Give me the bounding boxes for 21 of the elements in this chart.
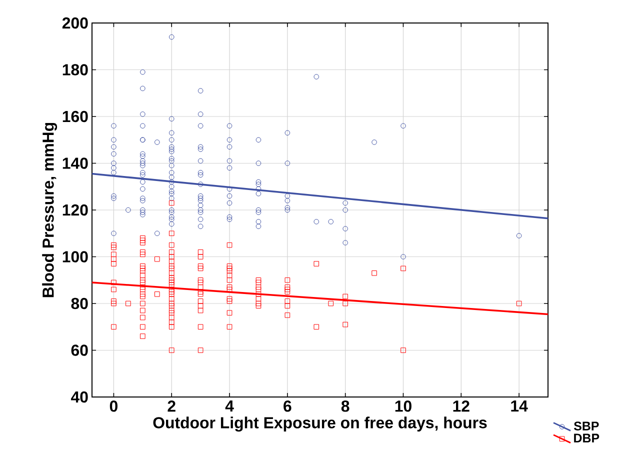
x-tick-label: 2	[168, 400, 176, 412]
y-tick-label: 60	[71, 344, 88, 356]
y-tick-label: 180	[62, 64, 88, 76]
x-tick-label: 4	[225, 400, 234, 412]
x-tick-label: 10	[395, 400, 412, 412]
x-tick-label: 0	[110, 400, 118, 412]
x-axis-title: Outdoor Light Exposure on free days, hours	[153, 416, 487, 432]
y-tick-label: 40	[70, 391, 88, 403]
y-tick-label: 100	[62, 251, 88, 262]
y-tick-label: 120	[62, 204, 88, 216]
y-tick-label: 160	[62, 110, 88, 122]
x-tick-label: 6	[284, 400, 292, 412]
y-tick-label: 80	[71, 298, 88, 310]
y-tick-label: 140	[62, 158, 88, 169]
legend-label: DBP	[574, 434, 600, 442]
y-axis-title: Blood Pressure, mmHg	[42, 122, 58, 298]
x-tick-label: 8	[341, 400, 350, 412]
y-tick-label: 200	[62, 17, 88, 29]
x-tick-label: 12	[453, 400, 470, 412]
legend-label: SBP	[574, 422, 599, 430]
x-tick-label: 14	[511, 400, 528, 412]
